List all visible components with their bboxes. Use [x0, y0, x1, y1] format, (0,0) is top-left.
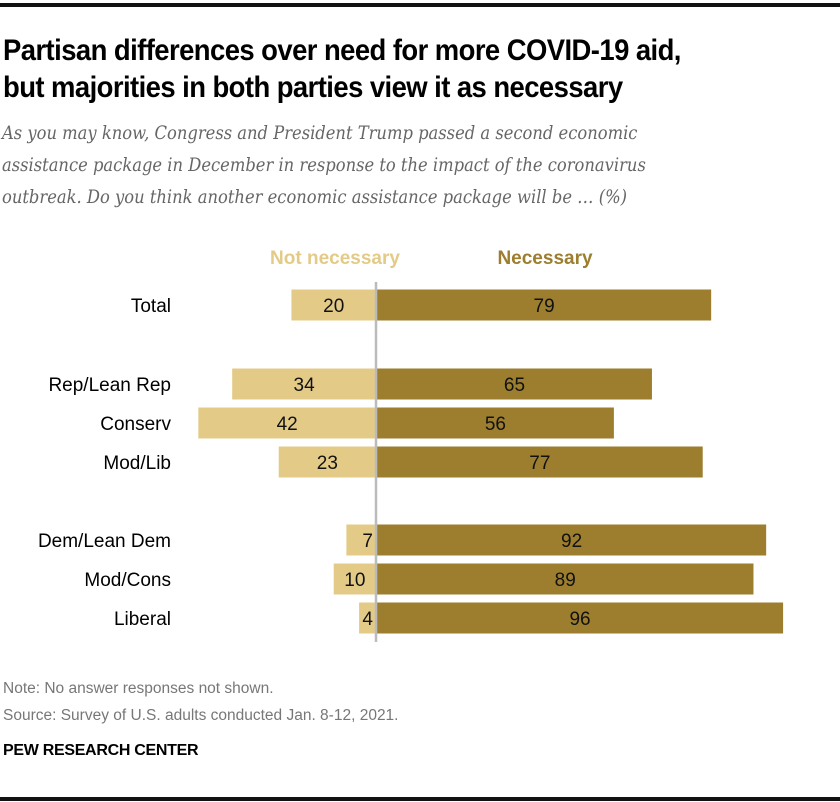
- bar-row: Conserv 42 56: [100, 407, 614, 439]
- bar-necessary: [377, 563, 754, 595]
- bar-necessary: [377, 446, 703, 478]
- subtitle-line-2: assistance package in December in respon…: [2, 154, 646, 176]
- chart-note: Note: No answer responses not shown.: [3, 680, 274, 697]
- legend-not-necessary: Not necessary: [270, 248, 400, 269]
- value-label-not-necessary: 20: [323, 296, 344, 317]
- bar-not-necessary: [359, 602, 376, 634]
- value-label-necessary: 89: [555, 570, 576, 591]
- bar-necessary: [377, 524, 767, 556]
- value-label-necessary: 92: [561, 531, 582, 552]
- bar-row: Dem/Lean Dem 7 92: [38, 524, 767, 556]
- bar-row: Mod/Lib 23 77: [103, 446, 703, 478]
- subtitle-line-1: As you may know, Congress and President …: [2, 122, 638, 144]
- chart-title: Partisan differences over need for more …: [3, 32, 835, 106]
- diverging-bar-chart: Not necessary Necessary Total 20 79 Rep/Lea…: [38, 248, 784, 642]
- chart-subtitle: As you may know, Congress and President …: [2, 117, 776, 213]
- legend-necessary: Necessary: [497, 248, 593, 269]
- bar-necessary: [377, 407, 614, 439]
- bar-rows: Total 20 79 Rep/Lean Rep 34 65 Conserv 42 56 Mod/…: [38, 289, 784, 634]
- bar-necessary: [377, 289, 712, 321]
- subtitle-line-3: outbreak. Do you think another economic …: [2, 186, 627, 208]
- category-label: Rep/Lean Rep: [48, 375, 171, 396]
- category-label: Dem/Lean Dem: [38, 531, 171, 552]
- bar-not-necessary: [232, 368, 376, 400]
- top-rule: [0, 3, 840, 7]
- legend: Not necessary Necessary: [270, 248, 593, 269]
- value-label-not-necessary: 4: [362, 609, 373, 630]
- bar-row: Total 20 79: [131, 289, 712, 321]
- category-label: Mod/Cons: [84, 570, 171, 591]
- value-label-not-necessary: 7: [362, 531, 373, 552]
- value-label-necessary: 65: [504, 375, 525, 396]
- bar-not-necessary: [198, 407, 376, 439]
- bar-necessary: [377, 602, 784, 634]
- value-label-necessary: 79: [534, 296, 555, 317]
- pew-research-center-logo: PEW RESEARCH CENTER: [3, 742, 199, 759]
- category-label: Total: [131, 296, 171, 317]
- category-label: Mod/Lib: [103, 453, 171, 474]
- value-label-not-necessary: 34: [294, 375, 316, 396]
- value-label-not-necessary: 10: [344, 570, 365, 591]
- title-line-1: Partisan differences over need for more …: [3, 34, 681, 67]
- value-label-not-necessary: 42: [277, 414, 298, 435]
- value-label-necessary: 96: [569, 609, 590, 630]
- value-label-not-necessary: 23: [317, 453, 338, 474]
- chart-source: Source: Survey of U.S. adults conducted …: [3, 707, 399, 724]
- title-line-2: but majorities in both parties view it a…: [3, 71, 623, 104]
- bar-not-necessary: [333, 563, 376, 595]
- bar-row: Mod/Cons 10 89: [84, 563, 754, 595]
- bottom-rule: [0, 797, 840, 801]
- category-label: Conserv: [100, 414, 171, 435]
- bar-row: Rep/Lean Rep 34 65: [48, 368, 652, 400]
- bar-row: Liberal 4 96: [114, 602, 784, 634]
- bar-necessary: [377, 368, 652, 400]
- category-label: Liberal: [114, 609, 171, 630]
- bar-not-necessary: [291, 289, 376, 321]
- bar-not-necessary: [346, 524, 376, 556]
- bar-not-necessary: [278, 446, 376, 478]
- value-label-necessary: 77: [529, 453, 550, 474]
- value-label-necessary: 56: [485, 414, 506, 435]
